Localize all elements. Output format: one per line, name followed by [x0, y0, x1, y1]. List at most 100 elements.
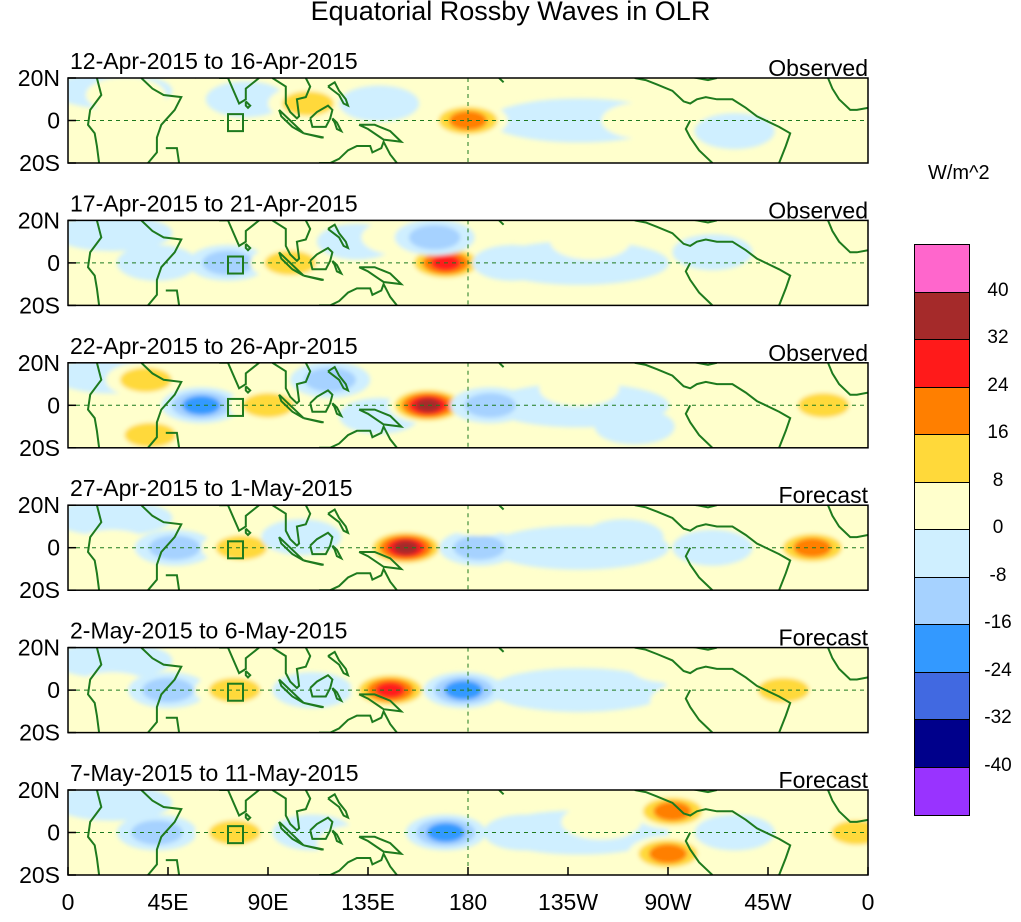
coastline — [331, 544, 344, 561]
olr-anomaly — [208, 677, 261, 703]
coastline — [327, 80, 350, 108]
coastline — [331, 687, 344, 703]
olr-anomaly — [805, 227, 868, 264]
colorbar-label: -16 — [984, 612, 1012, 633]
coastline — [827, 790, 868, 823]
longitude-label: 0 — [862, 889, 875, 915]
coastline — [86, 220, 103, 306]
coastline — [271, 505, 312, 547]
coastline — [244, 527, 252, 537]
panel-date-label: 17-Apr-2015 to 21-Apr-2015 — [70, 190, 358, 216]
coastline — [244, 812, 252, 822]
colorbar — [914, 244, 970, 816]
panel-date-label: 27-Apr-2015 to 1-May-2015 — [70, 475, 353, 501]
coastline — [319, 424, 398, 448]
coastline — [140, 220, 183, 306]
latitude-label: 0 — [47, 677, 60, 703]
colorbar-label: 16 — [987, 422, 1009, 443]
longitude-label: 90W — [644, 889, 692, 915]
coastline — [634, 505, 792, 591]
map-panel: 7-May-2015 to 11-May-2015 Forecast 20N 0 20S — [18, 760, 869, 888]
olr-anomaly — [539, 370, 620, 407]
coastline — [244, 100, 252, 110]
coastline — [244, 243, 252, 252]
colorbar-label: 24 — [987, 374, 1009, 396]
coastline — [271, 362, 312, 405]
olr-anomaly — [694, 113, 775, 150]
olr-anomaly — [272, 128, 353, 163]
latitude-label: 20N — [18, 492, 60, 518]
coastline — [86, 505, 103, 591]
olr-anomaly — [261, 519, 342, 556]
coastline — [244, 670, 252, 679]
coastline — [165, 289, 181, 306]
panel-kind-label: Observed — [768, 55, 868, 81]
reference-box — [227, 397, 244, 417]
latitude-label: 20N — [18, 65, 60, 91]
coastline — [165, 859, 181, 875]
coastline — [219, 78, 260, 105]
colorbar-swatch — [914, 386, 970, 435]
olr-band — [68, 790, 173, 821]
coastline — [358, 266, 405, 286]
coastline — [86, 647, 103, 733]
coastline — [309, 104, 334, 128]
colorbar-label: 0 — [992, 517, 1004, 538]
coastline — [303, 417, 324, 424]
coastline — [827, 78, 868, 111]
panel-kind-label: Forecast — [779, 482, 869, 508]
coastline — [140, 505, 183, 591]
coastline — [140, 790, 183, 875]
coastline — [303, 132, 324, 139]
coastline — [165, 716, 181, 733]
colorbar-label: -8 — [989, 564, 1007, 586]
olr-anomaly — [505, 529, 586, 566]
latitude-label: 20N — [18, 350, 60, 376]
coastline — [690, 647, 718, 651]
coastline — [634, 362, 792, 448]
longitude-label: 135E — [341, 889, 395, 915]
latitude-label: 20N — [18, 777, 60, 803]
latitude-label: 0 — [47, 108, 60, 134]
coastline — [327, 365, 350, 393]
coastline — [86, 78, 103, 163]
colorbar-label: -24 — [984, 659, 1012, 681]
colorbar-swatch — [914, 766, 970, 816]
coastline — [219, 790, 260, 817]
longitude-axis: 0 45E 90E 135E 180 135W 90W 45W 0 — [62, 867, 875, 915]
coastline — [331, 260, 344, 276]
coastline — [319, 139, 398, 163]
coastline — [165, 147, 181, 163]
coastline — [303, 274, 324, 281]
map-panel: 2-May-2015 to 6-May-2015 Forecast 20N 0 20S — [18, 618, 869, 746]
coastline — [358, 408, 405, 428]
colorbar-swatch — [914, 244, 970, 293]
olr-anomaly — [601, 102, 682, 139]
latitude-label: 20S — [19, 862, 60, 888]
coastline — [319, 851, 398, 875]
coastline — [684, 404, 714, 448]
coastline — [244, 385, 252, 395]
latitude-label: 20S — [19, 577, 60, 603]
coastline — [327, 223, 350, 250]
colorbar-label: 32 — [987, 327, 1009, 348]
coastline — [690, 790, 718, 794]
colorbar-label: 8 — [992, 469, 1004, 491]
coastline — [271, 220, 312, 263]
colorbar-label: -40 — [984, 754, 1012, 776]
colorbar-label: 40 — [987, 279, 1009, 301]
coastline — [827, 362, 868, 396]
olr-anomaly — [672, 234, 753, 271]
coastline — [634, 790, 792, 875]
coastline — [303, 701, 324, 709]
coastline — [634, 220, 792, 306]
olr-anomaly — [472, 244, 553, 281]
olr-anomaly — [120, 367, 172, 393]
coastline — [684, 547, 714, 591]
colorbar-label: -32 — [984, 707, 1012, 728]
olr-anomaly — [649, 844, 687, 864]
panel-date-label: 22-Apr-2015 to 26-Apr-2015 — [70, 333, 358, 359]
reference-box — [227, 682, 244, 702]
coastline — [331, 829, 344, 846]
